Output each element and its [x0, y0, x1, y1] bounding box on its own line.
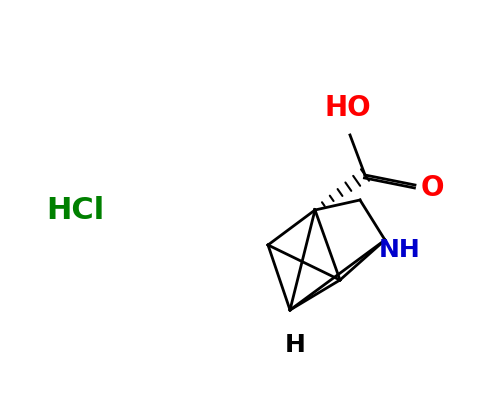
Text: HCl: HCl [46, 196, 104, 224]
Text: H: H [284, 333, 306, 357]
Text: O: O [420, 174, 444, 202]
Text: HO: HO [324, 94, 372, 122]
Text: NH: NH [379, 238, 421, 262]
